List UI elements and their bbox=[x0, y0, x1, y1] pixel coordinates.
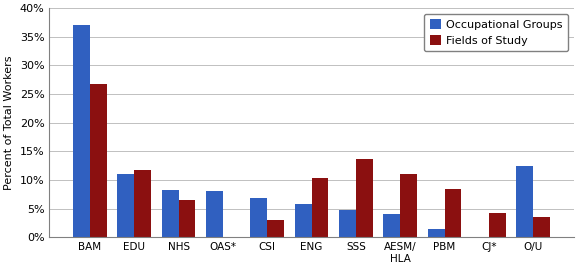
Bar bbox=[206, 191, 223, 237]
Bar bbox=[383, 214, 400, 237]
Bar bbox=[516, 166, 533, 237]
Bar bbox=[117, 174, 134, 237]
Bar bbox=[179, 200, 195, 237]
Bar bbox=[267, 219, 284, 237]
Bar bbox=[339, 210, 356, 237]
Bar bbox=[444, 189, 461, 237]
Bar bbox=[73, 25, 90, 237]
Bar bbox=[312, 178, 328, 237]
Bar bbox=[162, 190, 179, 237]
Bar bbox=[134, 170, 151, 237]
Bar bbox=[489, 213, 506, 237]
Bar bbox=[250, 198, 267, 237]
Bar bbox=[295, 204, 312, 237]
Y-axis label: Percent of Total Workers: Percent of Total Workers bbox=[4, 55, 14, 190]
Bar bbox=[90, 84, 107, 237]
Legend: Occupational Groups, Fields of Study: Occupational Groups, Fields of Study bbox=[424, 14, 568, 51]
Bar bbox=[400, 174, 417, 237]
Bar bbox=[428, 229, 444, 237]
Bar bbox=[533, 217, 550, 237]
Bar bbox=[356, 159, 373, 237]
